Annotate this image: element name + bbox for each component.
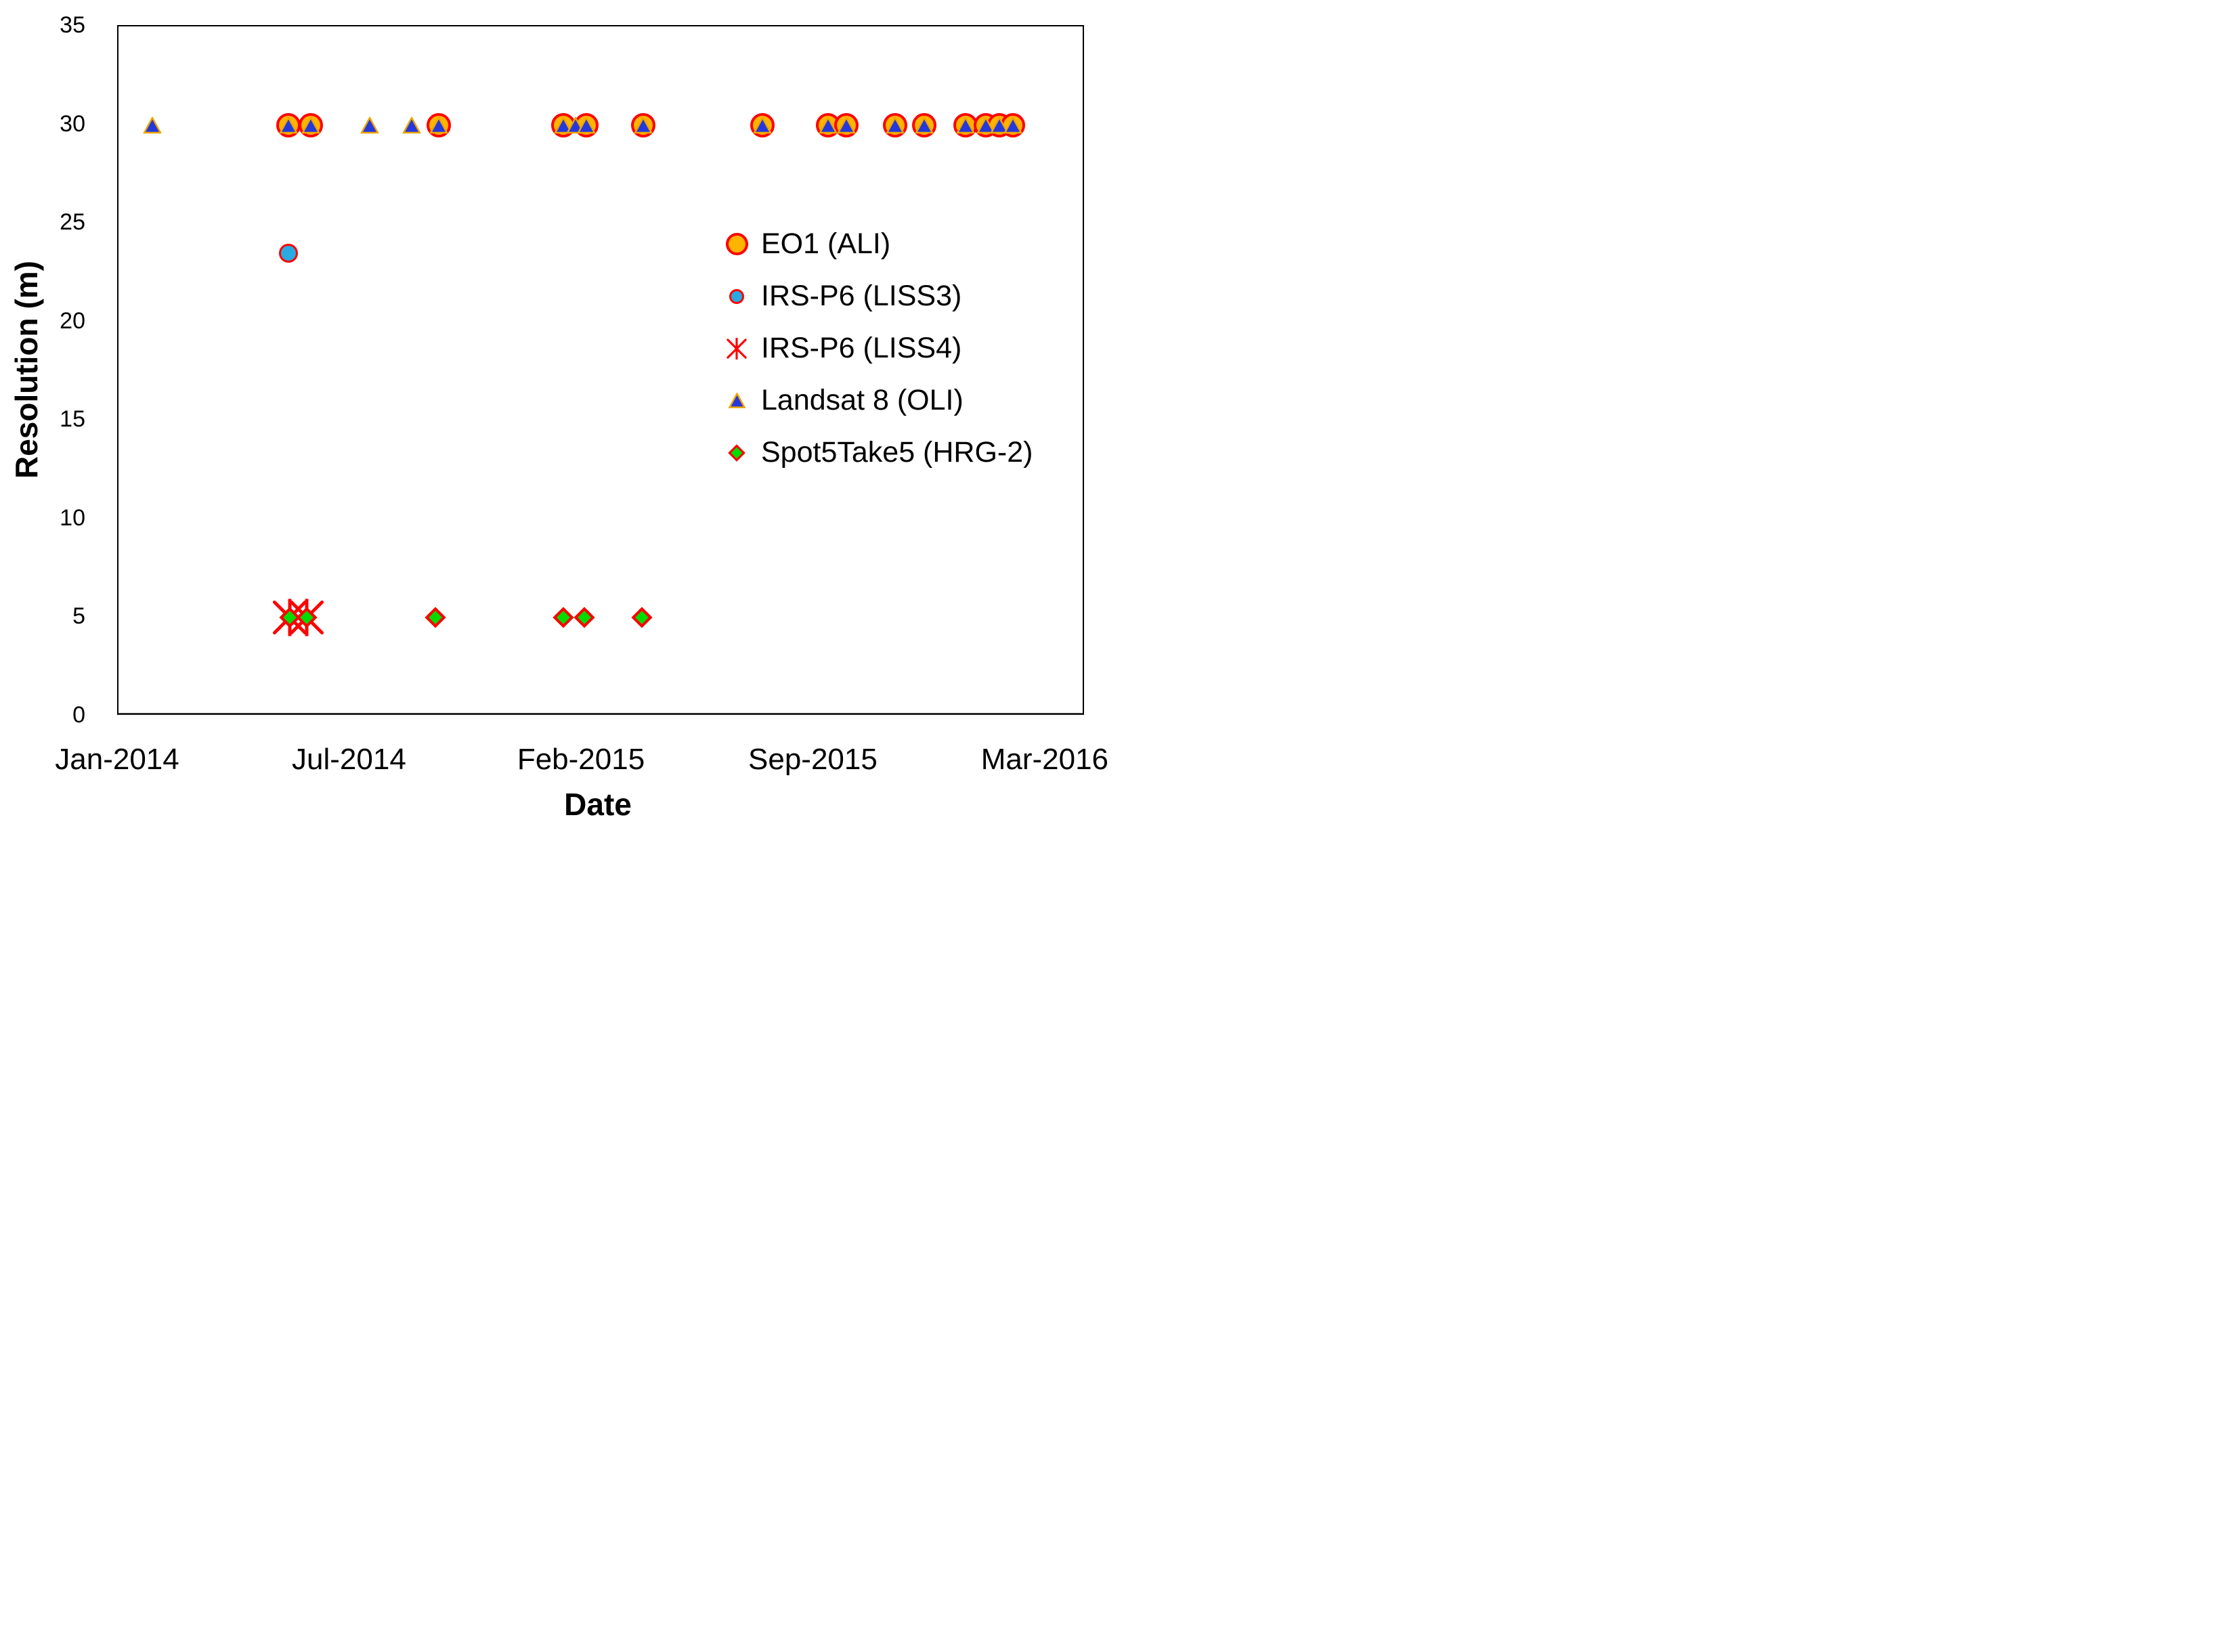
point-landsat bbox=[360, 116, 379, 133]
y-tick-label: 0 bbox=[72, 702, 85, 728]
legend-item-spot5: Spot5Take5 (HRG-2) bbox=[722, 427, 1033, 479]
point-spot5 bbox=[630, 607, 653, 628]
point-landsat bbox=[819, 116, 838, 133]
legend-item-landsat: Landsat 8 (OLI) bbox=[722, 374, 1033, 427]
y-tick-label: 15 bbox=[60, 406, 85, 433]
point-landsat bbox=[429, 116, 448, 133]
orange-circle-red-outline-icon bbox=[722, 233, 752, 255]
point-landsat bbox=[279, 116, 298, 133]
x-tick-label: Mar-2016 bbox=[980, 743, 1109, 776]
x-tick-label: Jul-2014 bbox=[292, 743, 406, 776]
point-landsat bbox=[990, 116, 1009, 133]
x-tick-label: Sep-2015 bbox=[748, 743, 878, 776]
point-landsat bbox=[976, 116, 995, 133]
y-tick-label: 10 bbox=[60, 504, 85, 531]
figure: Resolution (m) Date 35 30 25 20 15 10 5 0 Jan-2… bbox=[0, 0, 1114, 826]
red-asterisk-icon bbox=[722, 337, 752, 360]
point-landsat bbox=[837, 116, 856, 133]
point-landsat bbox=[753, 116, 772, 133]
legend-label: EO1 (ALI) bbox=[761, 227, 891, 260]
legend: EO1 (ALI) IRS-P6 (LISS3) IRS-P6 (LISS4) … bbox=[722, 218, 1033, 479]
x-tick-label: Jan-2014 bbox=[55, 743, 179, 776]
plot-area bbox=[117, 25, 1084, 715]
point-spot5 bbox=[574, 607, 595, 628]
y-tick-label: 20 bbox=[60, 307, 85, 334]
x-tick-label: Feb-2015 bbox=[517, 743, 645, 776]
point-landsat bbox=[143, 116, 162, 133]
point-landsat bbox=[554, 116, 573, 133]
point-liss3 bbox=[279, 243, 299, 263]
point-spot5 bbox=[425, 607, 446, 628]
y-tick-label: 30 bbox=[60, 110, 85, 137]
legend-label: Spot5Take5 (HRG-2) bbox=[761, 436, 1033, 469]
cyan-circle-red-outline-icon bbox=[722, 288, 752, 304]
legend-label: Landsat 8 (OLI) bbox=[761, 384, 964, 416]
legend-item-liss3: IRS-P6 (LISS3) bbox=[722, 270, 1033, 322]
y-tick-label: 5 bbox=[72, 603, 85, 630]
green-diamond-red-outline-icon bbox=[722, 443, 752, 462]
point-landsat bbox=[634, 116, 653, 133]
y-tick-label: 25 bbox=[60, 209, 85, 236]
point-landsat bbox=[301, 116, 320, 133]
point-landsat bbox=[956, 116, 975, 133]
legend-item-eo1: EO1 (ALI) bbox=[722, 218, 1033, 270]
point-landsat bbox=[402, 116, 421, 133]
point-landsat bbox=[886, 116, 905, 133]
point-landsat bbox=[1003, 116, 1022, 133]
legend-label: IRS-P6 (LISS3) bbox=[761, 280, 962, 312]
point-landsat bbox=[915, 116, 934, 133]
legend-label: IRS-P6 (LISS4) bbox=[761, 332, 962, 364]
point-spot5 bbox=[553, 607, 574, 628]
point-landsat bbox=[577, 116, 596, 133]
blue-triangle-icon bbox=[722, 393, 752, 408]
x-axis-title: Date bbox=[564, 787, 632, 822]
y-tick-label: 35 bbox=[60, 12, 85, 38]
legend-item-liss4: IRS-P6 (LISS4) bbox=[722, 322, 1033, 374]
